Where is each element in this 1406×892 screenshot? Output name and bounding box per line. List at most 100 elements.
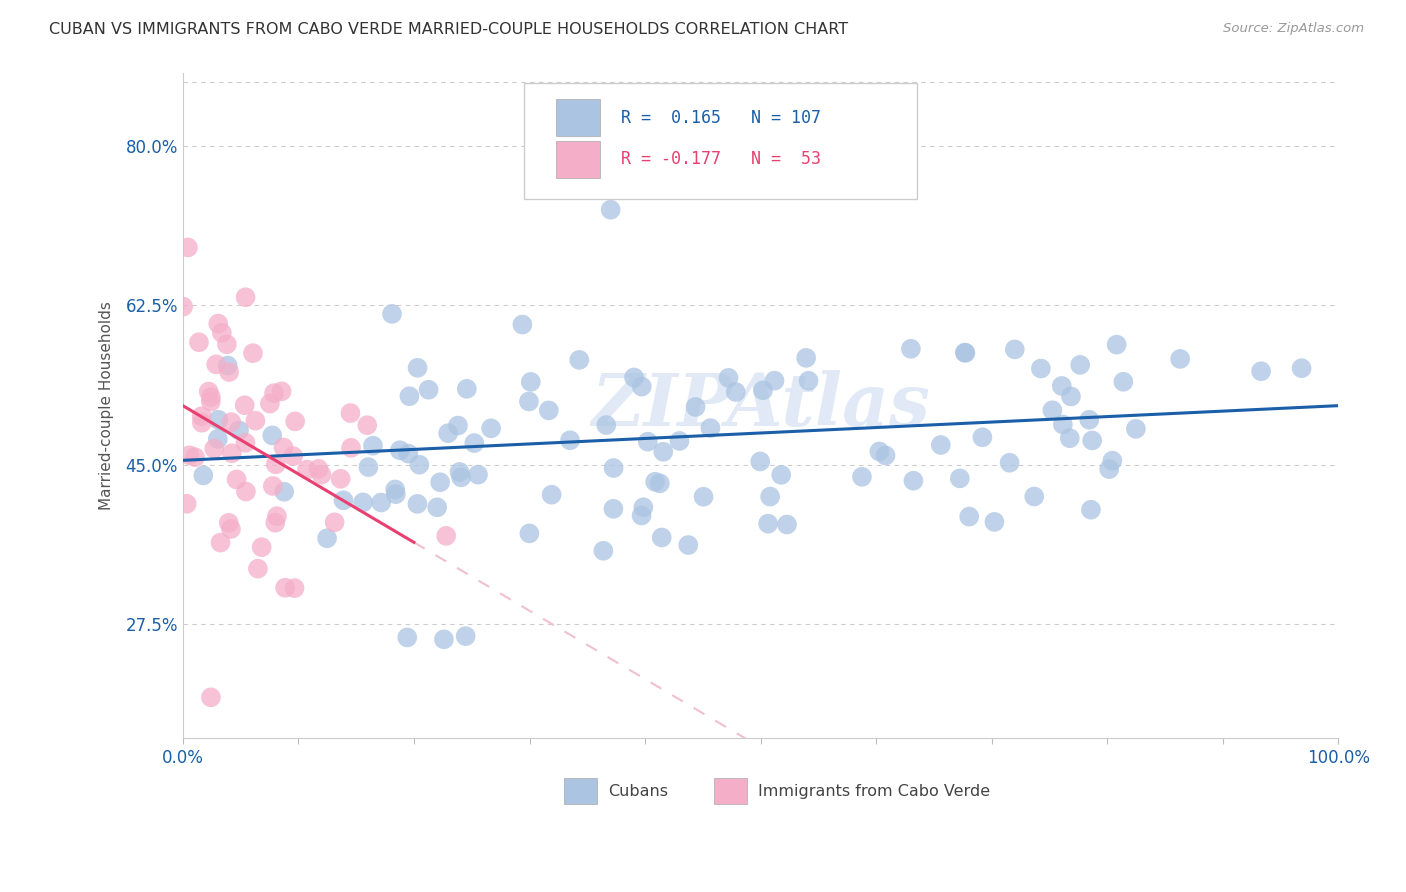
Point	[193, 468, 215, 483]
Point	[235, 435, 257, 450]
Point	[998, 456, 1021, 470]
Point	[179, 448, 201, 462]
Text: CUBAN VS IMMIGRANTS FROM CABO VERDE MARRIED-COUPLE HOUSEHOLDS CORRELATION CHART: CUBAN VS IMMIGRANTS FROM CABO VERDE MARR…	[49, 22, 848, 37]
Point	[449, 465, 471, 479]
Point	[463, 436, 485, 450]
Point	[283, 581, 305, 595]
Point	[592, 543, 614, 558]
Point	[651, 531, 673, 545]
Point	[262, 479, 284, 493]
Point	[270, 384, 292, 399]
Point	[398, 389, 420, 403]
Text: R = -0.177   N =  53: R = -0.177 N = 53	[621, 151, 821, 169]
Point	[176, 497, 198, 511]
Point	[479, 421, 502, 435]
Point	[756, 516, 779, 531]
Point	[749, 454, 772, 468]
Point	[215, 337, 238, 351]
Point	[759, 490, 782, 504]
Point	[284, 414, 307, 428]
Point	[972, 430, 994, 444]
Point	[228, 423, 250, 437]
Point	[903, 474, 925, 488]
Point	[357, 460, 380, 475]
Point	[433, 632, 456, 647]
Point	[623, 370, 645, 384]
Text: R =  0.165   N = 107: R = 0.165 N = 107	[621, 109, 821, 127]
Point	[678, 538, 700, 552]
Point	[1101, 453, 1123, 467]
Point	[1105, 337, 1128, 351]
Point	[233, 398, 256, 412]
Text: Source: ZipAtlas.com: Source: ZipAtlas.com	[1223, 22, 1364, 36]
Point	[1069, 358, 1091, 372]
Point	[207, 413, 229, 427]
Point	[929, 438, 952, 452]
Point	[235, 290, 257, 304]
Point	[454, 629, 477, 643]
Point	[172, 300, 194, 314]
Point	[200, 690, 222, 705]
Point	[1081, 434, 1104, 448]
Point	[558, 434, 581, 448]
Point	[273, 441, 295, 455]
Point	[361, 439, 384, 453]
Bar	[557, 99, 600, 136]
Point	[450, 470, 472, 484]
Point	[250, 540, 273, 554]
Point	[1112, 375, 1135, 389]
Point	[245, 414, 267, 428]
FancyBboxPatch shape	[523, 83, 917, 200]
Point	[1050, 379, 1073, 393]
Point	[434, 529, 457, 543]
Point	[259, 396, 281, 410]
Point	[264, 458, 287, 472]
Point	[724, 384, 747, 399]
Bar	[564, 778, 596, 804]
Point	[218, 516, 240, 530]
Point	[668, 434, 690, 448]
Point	[540, 488, 562, 502]
Point	[311, 467, 333, 482]
Point	[630, 508, 652, 523]
Point	[408, 458, 430, 472]
Point	[644, 475, 666, 489]
Point	[875, 449, 897, 463]
Point	[776, 517, 799, 532]
Point	[429, 475, 451, 490]
Point	[352, 495, 374, 509]
Point	[221, 446, 243, 460]
Point	[370, 495, 392, 509]
Point	[633, 500, 655, 515]
Point	[323, 516, 346, 530]
Point	[1250, 364, 1272, 378]
Point	[316, 531, 339, 545]
Point	[332, 493, 354, 508]
Point	[763, 374, 786, 388]
Text: Cubans: Cubans	[607, 784, 668, 799]
Point	[263, 386, 285, 401]
Point	[406, 360, 429, 375]
Point	[1040, 403, 1063, 417]
Point	[384, 483, 406, 497]
Point	[235, 484, 257, 499]
Point	[1029, 361, 1052, 376]
Point	[217, 359, 239, 373]
Point	[692, 490, 714, 504]
Point	[207, 317, 229, 331]
Point	[652, 444, 675, 458]
Point	[595, 418, 617, 433]
Point	[396, 631, 419, 645]
Text: Immigrants from Cabo Verde: Immigrants from Cabo Verde	[758, 784, 990, 799]
Point	[308, 462, 330, 476]
Point	[418, 383, 440, 397]
Bar	[714, 778, 747, 804]
Point	[1024, 490, 1046, 504]
Point	[520, 375, 543, 389]
Point	[396, 447, 419, 461]
Point	[218, 365, 240, 379]
Point	[209, 535, 232, 549]
Point	[851, 470, 873, 484]
Point	[602, 461, 624, 475]
Point	[356, 418, 378, 433]
